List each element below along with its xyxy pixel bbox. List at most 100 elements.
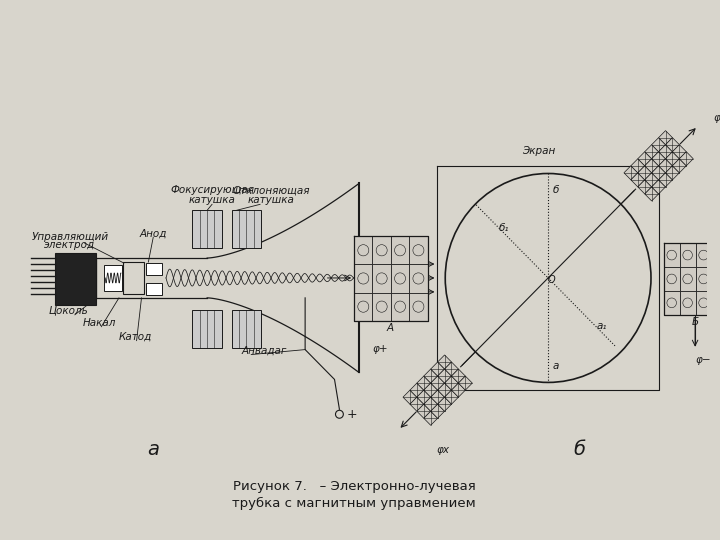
Bar bbox=[146, 283, 162, 295]
Polygon shape bbox=[652, 180, 665, 194]
Bar bbox=[680, 243, 696, 267]
Polygon shape bbox=[652, 152, 665, 166]
Polygon shape bbox=[424, 369, 438, 383]
Polygon shape bbox=[444, 376, 459, 390]
Bar bbox=[680, 291, 696, 315]
Bar bbox=[354, 265, 372, 293]
Text: катушка: катушка bbox=[248, 195, 294, 205]
Text: a: a bbox=[148, 440, 159, 458]
Polygon shape bbox=[680, 152, 693, 166]
Bar bbox=[55, 253, 96, 305]
Text: A: A bbox=[387, 323, 394, 333]
Text: Накал: Накал bbox=[83, 318, 116, 328]
Text: Экран: Экран bbox=[522, 146, 555, 156]
Polygon shape bbox=[403, 390, 417, 404]
Polygon shape bbox=[659, 159, 672, 173]
Text: а₁: а₁ bbox=[597, 321, 607, 330]
Text: электрод: электрод bbox=[45, 240, 96, 250]
Bar bbox=[192, 310, 222, 348]
Text: Рисунок 7.   – Электронно-лучевая: Рисунок 7. – Электронно-лучевая bbox=[233, 481, 475, 494]
Polygon shape bbox=[424, 397, 438, 411]
Bar bbox=[354, 236, 372, 265]
Polygon shape bbox=[631, 159, 644, 173]
Text: трубка с магнитным управмением: трубка с магнитным управмением bbox=[233, 497, 476, 510]
Polygon shape bbox=[451, 369, 465, 383]
Polygon shape bbox=[438, 397, 451, 411]
Bar bbox=[391, 236, 409, 265]
Polygon shape bbox=[644, 159, 659, 173]
Bar bbox=[680, 267, 696, 291]
Text: Анод: Анод bbox=[140, 228, 167, 238]
Bar bbox=[391, 265, 409, 293]
Bar bbox=[146, 263, 162, 275]
Polygon shape bbox=[424, 411, 438, 426]
Polygon shape bbox=[672, 159, 686, 173]
Polygon shape bbox=[638, 152, 652, 166]
Bar bbox=[123, 262, 145, 294]
Polygon shape bbox=[665, 138, 680, 152]
Bar bbox=[372, 236, 391, 265]
Polygon shape bbox=[431, 404, 444, 418]
Polygon shape bbox=[438, 369, 451, 383]
Polygon shape bbox=[652, 166, 665, 180]
Text: Б: Б bbox=[691, 316, 698, 327]
Polygon shape bbox=[659, 173, 672, 187]
Polygon shape bbox=[624, 166, 638, 180]
Text: φ−: φ− bbox=[695, 355, 711, 365]
Polygon shape bbox=[631, 173, 644, 187]
Polygon shape bbox=[438, 355, 451, 369]
Polygon shape bbox=[652, 138, 665, 152]
Text: б: б bbox=[573, 440, 585, 458]
Polygon shape bbox=[659, 131, 672, 145]
Bar bbox=[711, 243, 720, 267]
Text: б: б bbox=[553, 185, 559, 195]
Text: Цоколь: Цоколь bbox=[48, 306, 88, 316]
Bar bbox=[372, 293, 391, 321]
Bar bbox=[664, 267, 680, 291]
Bar bbox=[192, 210, 222, 248]
Text: Фокусирующая: Фокусирующая bbox=[170, 185, 254, 195]
Polygon shape bbox=[638, 180, 652, 194]
Text: б₁: б₁ bbox=[499, 223, 509, 233]
Bar bbox=[354, 293, 372, 321]
Text: φ: φ bbox=[714, 113, 720, 123]
Polygon shape bbox=[444, 390, 459, 404]
Bar bbox=[391, 293, 409, 321]
Polygon shape bbox=[417, 404, 431, 418]
Text: Катод: Катод bbox=[119, 332, 152, 342]
Text: φ+: φ+ bbox=[373, 343, 388, 354]
Polygon shape bbox=[424, 383, 438, 397]
Text: φx: φx bbox=[436, 445, 449, 455]
Bar bbox=[711, 291, 720, 315]
Polygon shape bbox=[644, 173, 659, 187]
Polygon shape bbox=[638, 166, 652, 180]
Text: Отклоняющая: Отклоняющая bbox=[232, 185, 310, 195]
Polygon shape bbox=[659, 145, 672, 159]
Bar bbox=[409, 265, 428, 293]
Polygon shape bbox=[431, 362, 444, 376]
Bar bbox=[104, 265, 122, 291]
Polygon shape bbox=[644, 187, 659, 201]
Text: Управляющий: Управляющий bbox=[32, 232, 109, 242]
Bar bbox=[696, 243, 711, 267]
Text: O: O bbox=[547, 275, 555, 285]
Bar bbox=[372, 265, 391, 293]
Bar bbox=[409, 236, 428, 265]
Polygon shape bbox=[444, 362, 459, 376]
Polygon shape bbox=[417, 376, 431, 390]
Polygon shape bbox=[644, 145, 659, 159]
Bar bbox=[232, 210, 261, 248]
Bar bbox=[711, 267, 720, 291]
Bar bbox=[664, 243, 680, 267]
Polygon shape bbox=[431, 376, 444, 390]
Polygon shape bbox=[672, 145, 686, 159]
Text: а: а bbox=[553, 361, 559, 370]
Polygon shape bbox=[665, 152, 680, 166]
Polygon shape bbox=[438, 383, 451, 397]
Bar bbox=[232, 310, 261, 348]
Bar bbox=[696, 267, 711, 291]
Polygon shape bbox=[451, 383, 465, 397]
Polygon shape bbox=[417, 390, 431, 404]
Polygon shape bbox=[665, 166, 680, 180]
Text: Анвадаг: Анвадаг bbox=[241, 346, 287, 355]
